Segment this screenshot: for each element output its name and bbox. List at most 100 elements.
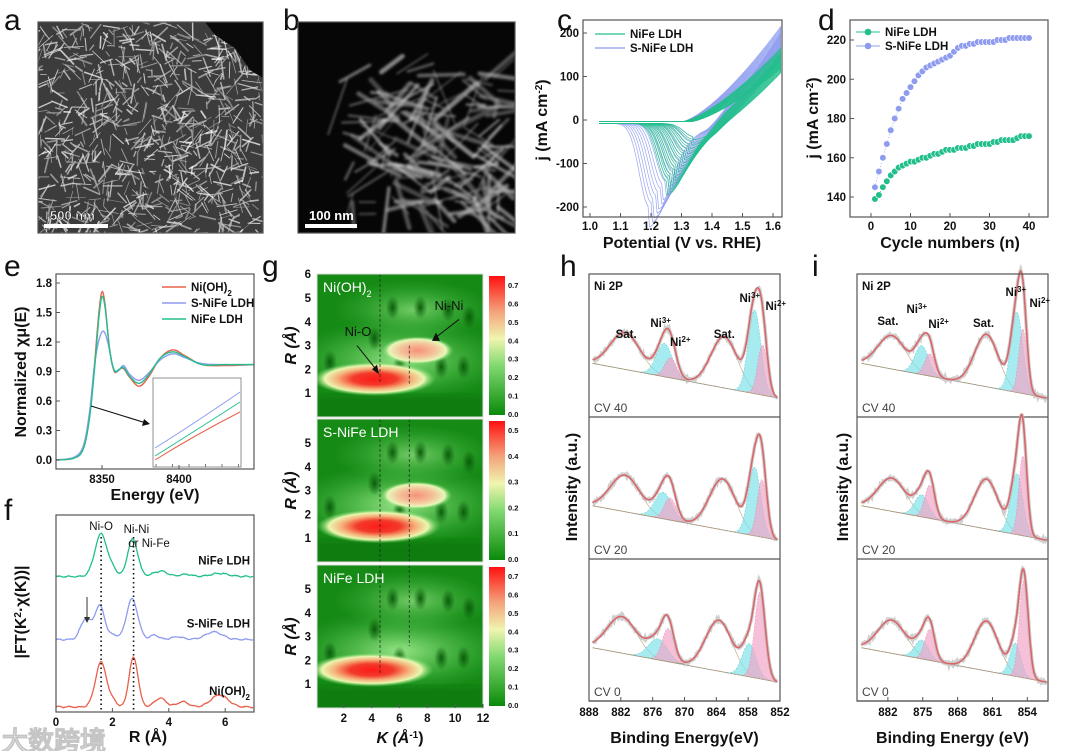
- tick-label: 0: [53, 717, 59, 729]
- minimum-spot: [367, 326, 382, 351]
- peak-label: Ni3+: [650, 316, 671, 331]
- inset-curve: [154, 391, 241, 449]
- fit-envelope: [861, 413, 1047, 541]
- y-tick-label: 6: [305, 269, 311, 281]
- text-part: ·χ(K))|: [13, 565, 30, 612]
- spectrum-label: CV 40: [862, 401, 896, 415]
- text-part: 2: [13, 612, 24, 618]
- tick-label: 861: [983, 707, 1003, 719]
- cv-cycle-curve: [599, 47, 781, 196]
- y-tick-label: 2: [305, 509, 311, 521]
- legend-label: NiFe LDH: [885, 27, 937, 39]
- inset-curve: [154, 401, 241, 457]
- intensity-maximum: [317, 652, 434, 687]
- panel-label-f: f: [4, 494, 13, 527]
- sem-image-a: [38, 22, 263, 233]
- tick-label: 1.4: [704, 221, 721, 233]
- minimum-spot: [434, 646, 449, 671]
- tick-label: -200: [556, 202, 579, 214]
- x-axis-title: Cycle numbers (n): [880, 235, 1020, 252]
- wavelet-map-1: S-NiFe LDH 1 2 3 4 5 R (Å) 0.0 0.1 0.2 0.3 0.4 0.5: [281, 418, 519, 564]
- series-nife-ldh: [871, 132, 1033, 203]
- data-point: [906, 83, 915, 91]
- minimum-spot: [441, 588, 456, 613]
- background-line: [861, 505, 1047, 541]
- tick-label: 4: [166, 717, 173, 729]
- legend-label: S-NiFe LDH: [630, 43, 693, 55]
- tick-label: 0.6: [36, 396, 52, 408]
- ni2-component: [861, 455, 1047, 541]
- text-part: 2+: [1041, 296, 1050, 305]
- cv-series-0: [599, 25, 781, 228]
- tem-image-b: [298, 22, 515, 233]
- scale-bar-label: 500 nm: [50, 208, 95, 223]
- y-axis-title: |FT(K2·χ(K))|: [13, 565, 31, 658]
- tick-label: 876: [643, 707, 662, 719]
- text-part: Ni: [1029, 298, 1041, 310]
- tick-label: 858: [739, 707, 759, 719]
- y-axis-title: R (Å): [281, 471, 300, 509]
- peak-label: Ni3+: [906, 302, 927, 317]
- panel-label-e: e: [4, 250, 21, 283]
- xanes-curve: [55, 295, 255, 461]
- map-title: Ni(OH)2: [323, 279, 372, 299]
- tick-label: 140: [827, 192, 846, 204]
- ni2-component: [861, 328, 1047, 399]
- ni3-component: [592, 491, 778, 541]
- peak-annotation: Ni-O: [345, 324, 372, 339]
- background-line: [861, 647, 1047, 683]
- intensity-maximum: [317, 361, 437, 396]
- xps-spectrum-cv40: CV 40: [589, 285, 780, 418]
- fit-envelope: [592, 287, 778, 399]
- peak-label: Sat.: [616, 329, 637, 341]
- text-part: 2: [367, 289, 372, 299]
- background-line: [592, 363, 778, 399]
- ni2-component: [592, 344, 778, 399]
- colorbar-tick-label: 0.2: [508, 664, 518, 673]
- data-point: [879, 154, 887, 162]
- tick-label: 1.6: [765, 221, 781, 233]
- ft-curve: [55, 532, 254, 578]
- tick-label: 0: [573, 115, 579, 127]
- series-line: [874, 37, 1029, 188]
- tick-label: 882: [611, 707, 630, 719]
- colorbar-tick-label: 0.0: [508, 410, 518, 419]
- tick-label: 0.3: [36, 426, 52, 438]
- text-part: ): [805, 77, 822, 82]
- text-part: Ni: [650, 318, 662, 330]
- scale-bar-label: 100 nm: [309, 208, 354, 223]
- minimum-spot: [441, 442, 456, 467]
- text-part: 3+: [662, 316, 671, 325]
- background-void: [205, 22, 263, 78]
- peak-label: Sat.: [973, 318, 994, 330]
- y-tick-label: 3: [305, 632, 311, 644]
- text-part: 3+: [751, 291, 760, 300]
- tick-label: 160: [827, 153, 846, 165]
- text-part: Ni: [1006, 287, 1018, 299]
- y-tick-label: 5: [305, 584, 312, 596]
- tick-label: 6: [396, 713, 402, 725]
- cv-cycle-curve: [599, 35, 781, 196]
- y-tick-label: 2: [305, 655, 311, 667]
- text-part: NiFe LDH: [198, 556, 250, 568]
- minimum-spot: [367, 471, 382, 496]
- minimum-spot: [413, 295, 428, 320]
- y-axis-title: Intensity (a.u.): [564, 433, 581, 541]
- tick-label: 10: [449, 713, 462, 725]
- text-part: -1: [409, 730, 418, 741]
- map-title: S-NiFe LDH: [323, 424, 398, 440]
- tick-label: 1.2: [36, 337, 52, 349]
- arrow-icon: [90, 405, 147, 424]
- spectrum-label: CV 40: [594, 401, 628, 415]
- y-tick-label: 3: [305, 341, 311, 353]
- minimum-spot: [385, 440, 400, 465]
- text-part: 3+: [1017, 285, 1026, 294]
- tick-label: 30: [983, 221, 996, 233]
- colorbar: [489, 421, 505, 560]
- minimum-spot: [456, 646, 471, 671]
- colorbar-tick-label: 0.5: [508, 426, 518, 435]
- ni2-component: [861, 484, 1047, 541]
- text-part: 2+: [777, 299, 786, 308]
- y-tick-label: 4: [305, 608, 312, 620]
- fit-envelope: [592, 579, 778, 683]
